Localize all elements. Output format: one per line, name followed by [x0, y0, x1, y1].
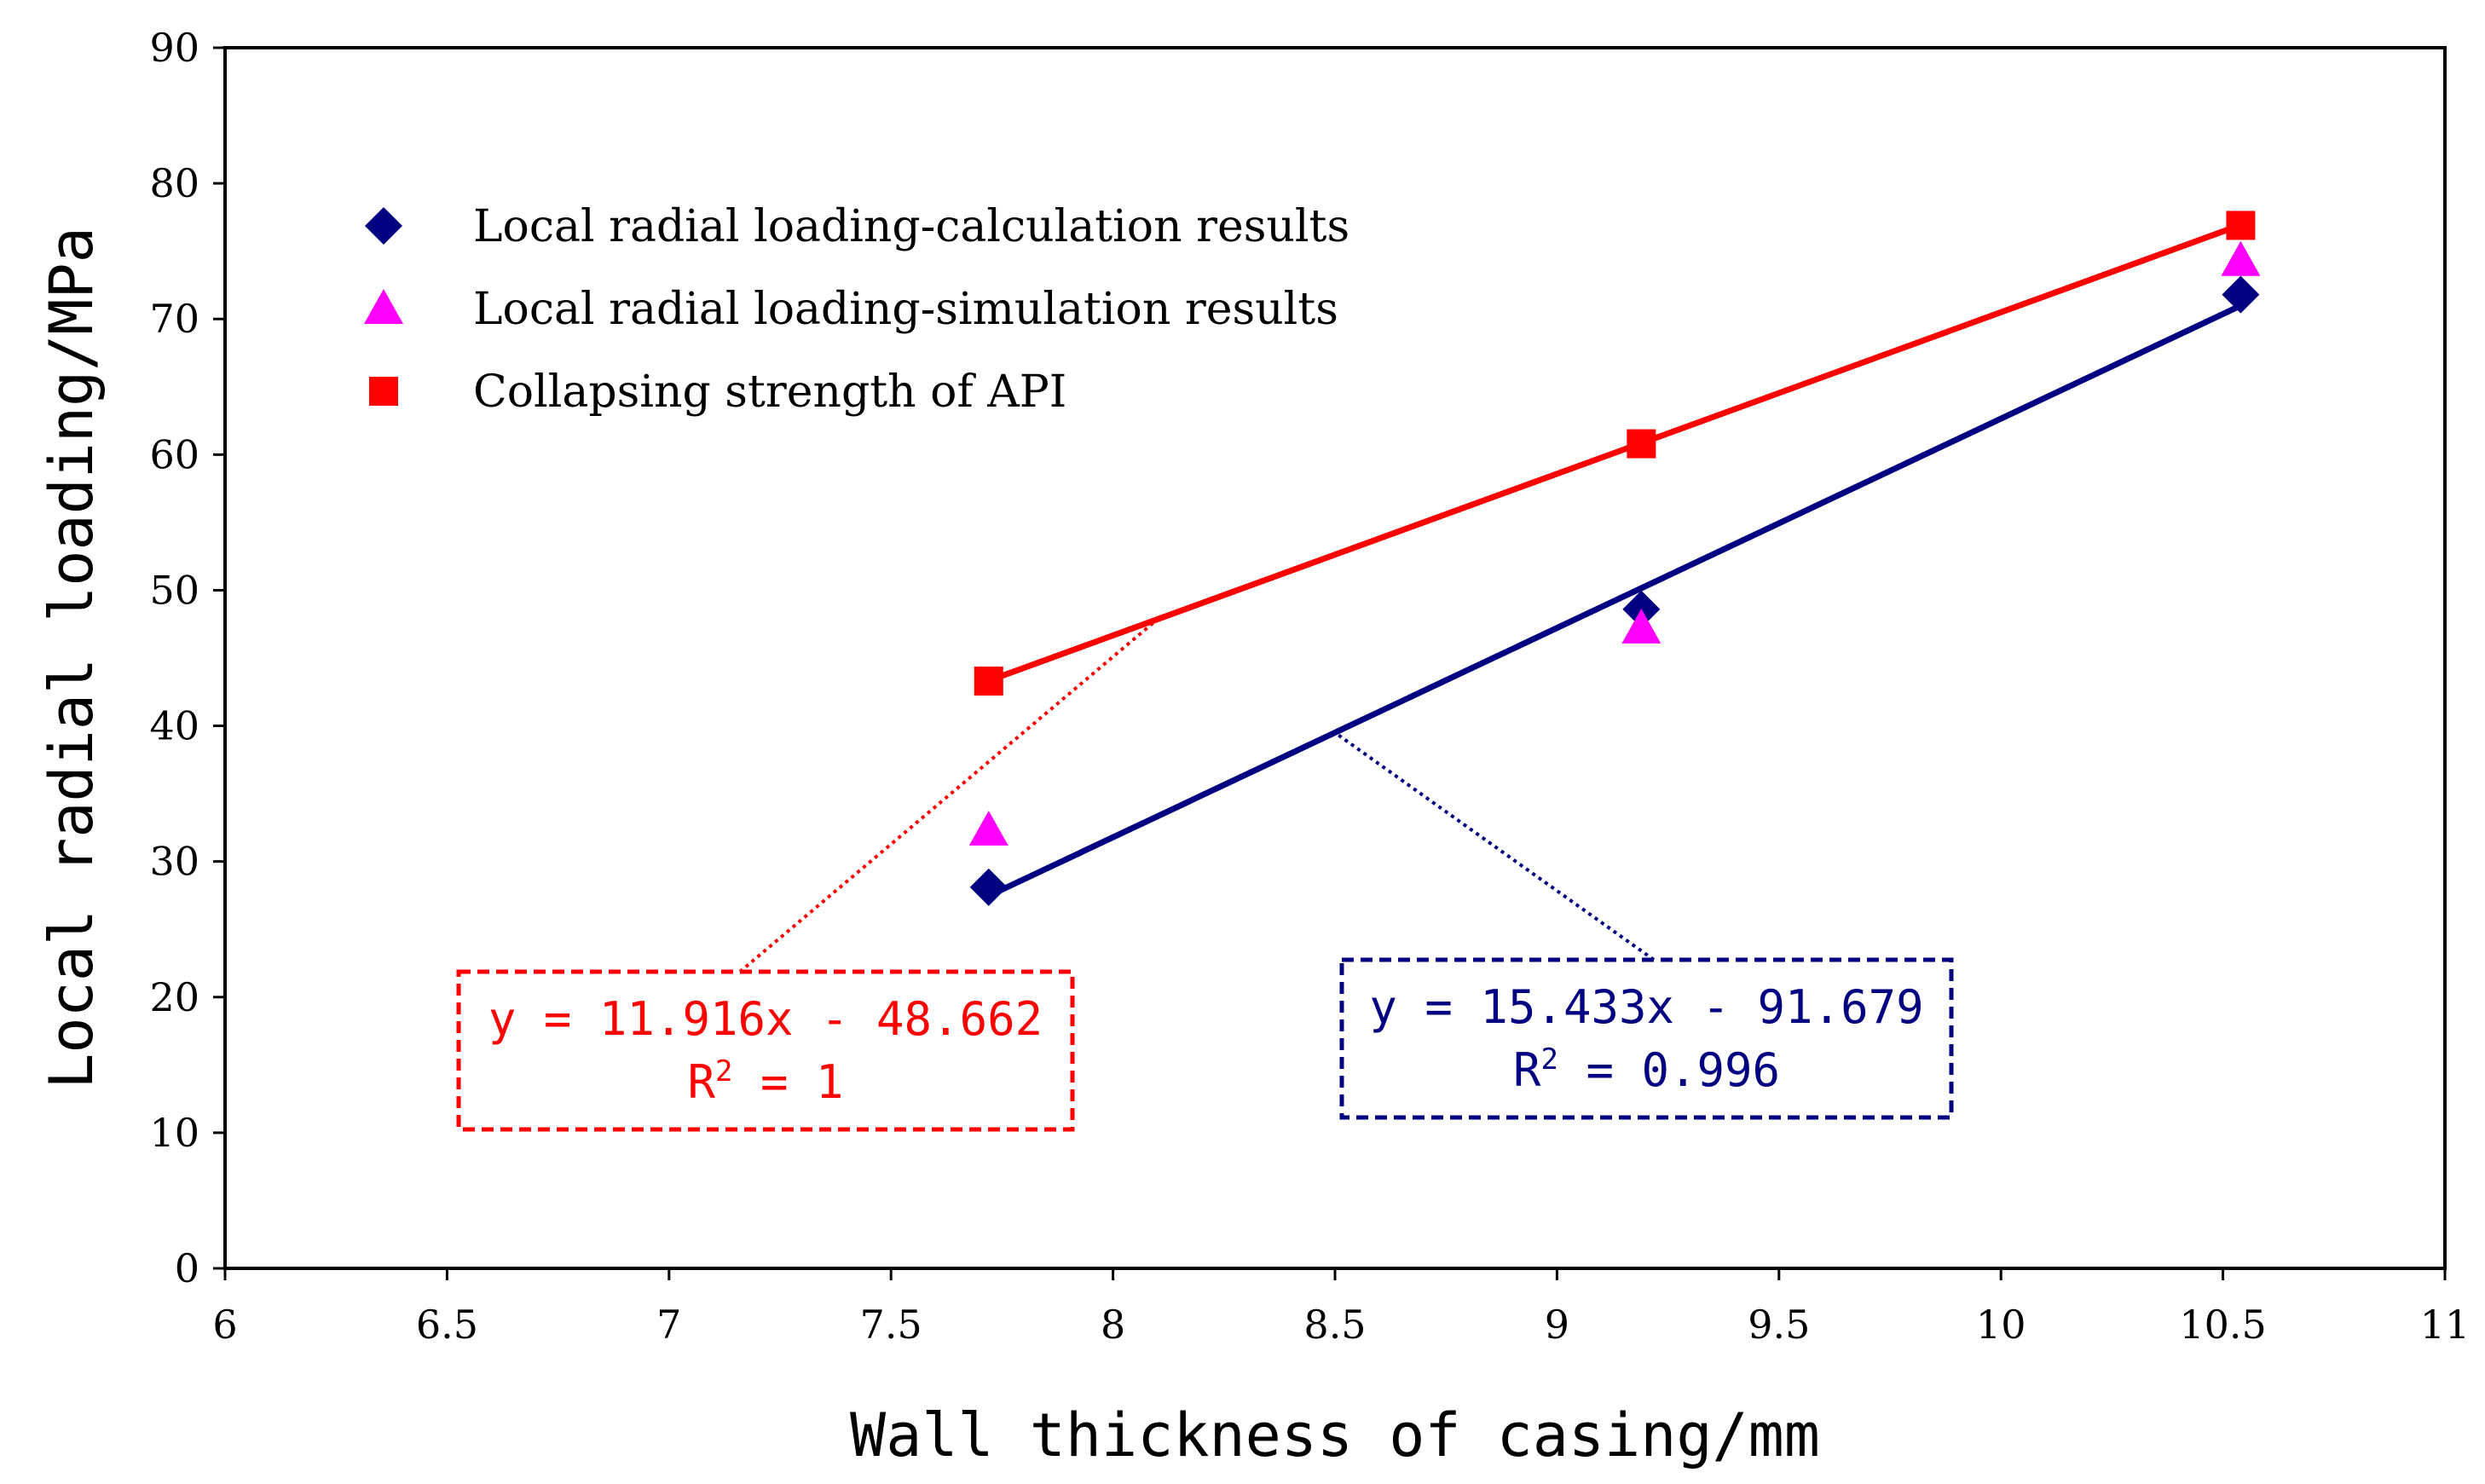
y-axis-label: Local radial loading/MPa: [37, 227, 107, 1088]
legend-marker: [369, 377, 398, 406]
data-point: [1621, 608, 1661, 644]
y-tick-label: 40: [149, 703, 199, 749]
equation-box-2: y = 15.433x - 91.679 R2 = 0.996: [1333, 730, 1954, 1120]
x-tick-label: 9.5: [1748, 1302, 1810, 1348]
x-tick-label: 7: [656, 1302, 681, 1348]
y-tick-label: 10: [149, 1110, 199, 1156]
data-point: [2226, 211, 2256, 240]
x-tick-label: 10: [1976, 1302, 2026, 1348]
x-tick-label: 7.5: [860, 1302, 922, 1348]
y-tick-label: 30: [149, 839, 199, 885]
data-point: [968, 811, 1008, 846]
y-tick-label: 20: [149, 974, 199, 1020]
y-tick-label: 70: [149, 296, 199, 342]
trendline-2: [987, 303, 2242, 899]
x-tick-label: 10.5: [2179, 1302, 2266, 1348]
y-tick-label: 90: [149, 25, 199, 71]
legend-label: Local radial loading-calculation results: [473, 201, 1349, 252]
y-tick-label: 60: [149, 431, 199, 477]
legend-label: Local radial loading-simulation results: [473, 284, 1338, 335]
y-tick-label: 80: [149, 160, 199, 206]
x-tick-label: 8.5: [1303, 1302, 1366, 1348]
equation-leader-line: [738, 618, 1159, 973]
x-tick-label: 9: [1545, 1302, 1569, 1348]
trendline-1: [987, 222, 2242, 684]
trendline-equation: y = 11.916x - 48.662: [488, 992, 1043, 1046]
y-tick-label: 50: [149, 567, 199, 613]
equation-box-border: [1339, 957, 1954, 1120]
legend-marker: [364, 289, 403, 324]
x-tick-label: 6.5: [416, 1302, 478, 1348]
data-point: [974, 667, 1003, 696]
legend: Local radial loading-calculation results…: [364, 201, 1349, 418]
x-tick-label: 11: [2420, 1302, 2471, 1348]
data-point: [1627, 429, 1656, 459]
data-point: [2221, 240, 2261, 276]
trendline-equation: y = 15.433x - 91.679: [1369, 980, 1923, 1034]
legend-label: Collapsing strength of API: [473, 367, 1066, 418]
data-point: [969, 868, 1008, 906]
data-point: [2222, 275, 2260, 314]
x-tick-label: 6: [212, 1302, 237, 1348]
x-axis-label: Wall thickness of casing/mm: [850, 1400, 1820, 1470]
y-tick-label: 0: [175, 1245, 199, 1291]
equation-box-1: y = 11.916x - 48.662 R2 = 1: [456, 618, 1159, 1132]
legend-marker: [365, 207, 402, 245]
equation-box-border: [456, 969, 1075, 1132]
x-tick-label: 8: [1101, 1302, 1125, 1348]
trendline-r-squared: R2 = 1: [687, 1054, 843, 1109]
trendline-r-squared: R2 = 0.996: [1513, 1042, 1780, 1097]
